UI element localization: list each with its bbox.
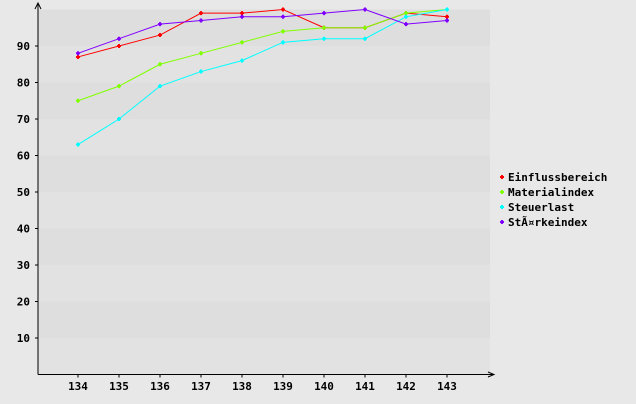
data-point [76,51,80,56]
grid-band [38,301,490,338]
y-tick-label: 40 [17,223,30,236]
legend-marker [500,220,504,224]
y-tick-label: 50 [17,186,30,199]
series-line-2 [77,9,448,145]
y-axis-arrow [34,1,42,10]
y-tick-label: 90 [17,40,30,53]
data-point [76,142,80,147]
data-point [117,44,121,48]
data-point [199,69,203,74]
data-point [281,40,285,45]
x-tick-label: 137 [191,380,211,393]
data-point [404,11,408,16]
data-point [322,36,326,41]
data-point [199,51,203,56]
data-point [363,7,367,12]
data-point [158,62,162,67]
data-point [281,29,285,34]
legend-label: Steuerlast [508,201,574,214]
grid-band [38,228,490,265]
data-point [322,25,326,30]
data-point [199,11,203,16]
x-tick-label: 140 [314,380,334,393]
data-point [240,40,244,45]
data-point [445,18,449,23]
series-line-3 [77,8,448,54]
data-point [117,117,121,121]
data-point [445,7,449,12]
data-point [117,84,121,89]
data-point [445,14,449,19]
data-point [240,14,244,19]
legend-marker [500,190,504,194]
grid-band [38,119,490,156]
y-tick-label: 80 [17,77,30,90]
x-tick-label: 143 [437,380,457,393]
data-point [322,11,326,16]
data-point [363,25,367,30]
data-point [158,22,162,27]
data-point [404,14,408,19]
data-point [240,11,244,16]
y-tick-label: 60 [17,150,30,163]
data-point [363,36,367,41]
legend-label: StÃ¤rkeindex [508,216,588,229]
legend-label: Materialindex [508,186,594,199]
x-tick-label: 139 [273,380,293,393]
data-point [158,33,162,38]
x-tick-label: 135 [109,380,129,393]
x-tick-label: 141 [355,380,375,393]
legend-marker [500,175,504,179]
data-point [404,22,408,27]
grid-band [38,82,490,119]
y-tick-label: 20 [17,296,30,309]
x-tick-label: 134 [68,380,88,393]
data-point [117,36,121,41]
series-line-1 [77,9,448,102]
x-tick-label: 136 [150,380,170,393]
data-point [281,14,285,19]
x-tick-label: 142 [396,380,416,393]
data-point [76,54,80,59]
grid-band [38,338,490,375]
data-point [240,58,244,63]
y-tick-label: 30 [17,259,30,272]
grid-band [38,192,490,229]
x-axis-arrow [487,371,496,378]
data-point [281,7,285,12]
y-tick-label: 10 [17,332,30,345]
grid-band [38,155,490,192]
data-point [158,84,162,89]
data-point [76,98,80,103]
legend-marker [500,205,504,209]
data-point [199,18,203,23]
x-tick-label: 138 [232,380,252,393]
grid-band [38,46,490,83]
legend-label: Einflussbereich [508,171,607,184]
grid-band [38,265,490,302]
y-tick-label: 70 [17,113,30,126]
